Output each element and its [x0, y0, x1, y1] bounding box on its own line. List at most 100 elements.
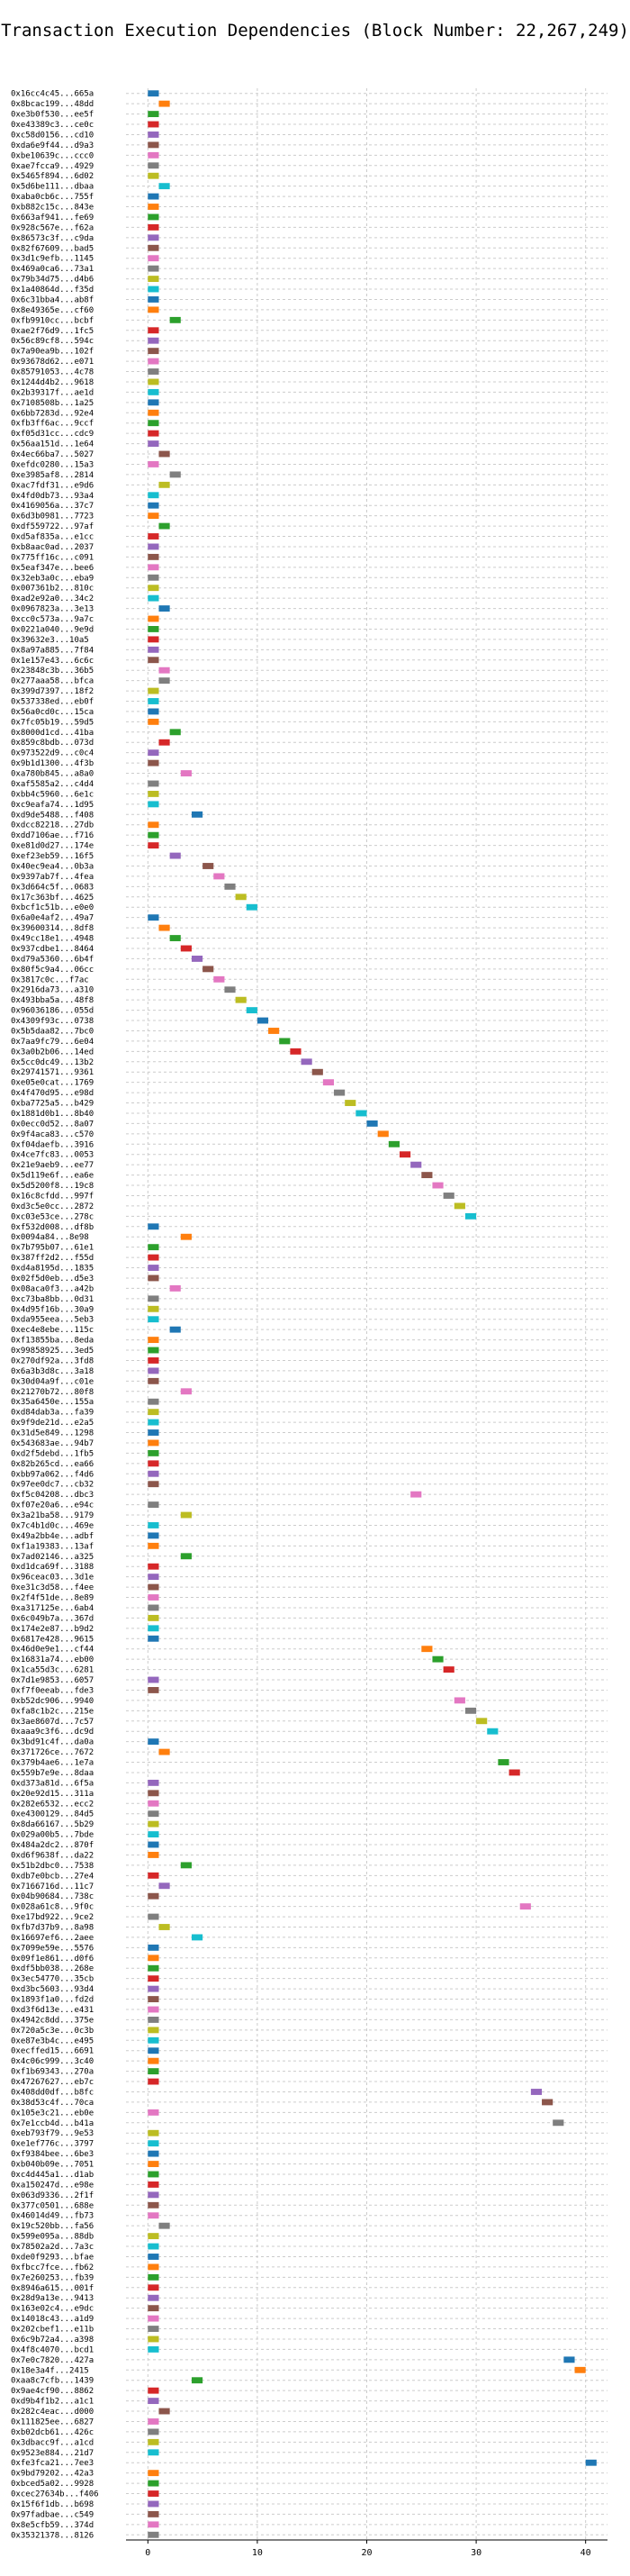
dependency-bar — [148, 132, 159, 138]
y-tick-label: 0x3d664c5f...0683 — [11, 883, 94, 892]
y-tick-label: 0x56a0cd0c...15ca — [11, 708, 94, 717]
dependency-bar — [454, 1202, 465, 1210]
y-tick-label: 0xf7f0eeab...fde3 — [11, 1686, 94, 1695]
dependency-bar — [563, 2356, 575, 2363]
dependency-bar — [148, 2201, 159, 2209]
dependency-bar — [148, 2017, 159, 2023]
y-tick-label: 0xd4a8195d...1835 — [11, 1265, 94, 1274]
y-tick-label: 0xe3985af8...2814 — [11, 471, 94, 480]
dependency-bar — [148, 2418, 159, 2425]
dependency-bar — [148, 1831, 159, 1837]
dependency-bar — [148, 1996, 159, 2002]
y-tick-label: 0x9523e884...21d7 — [11, 2449, 94, 2458]
y-tick-label: 0x4ec66ba7...5027 — [11, 450, 94, 459]
y-tick-label: 0x6c9b72a4...a398 — [11, 2336, 94, 2345]
dependency-bar — [148, 1337, 159, 1344]
dependency-bar — [148, 368, 159, 375]
dependency-bar — [169, 852, 181, 859]
y-tick-label: 0xb8aac0ad...2037 — [11, 543, 94, 552]
y-tick-label: 0x49a2bb4e...adbf — [11, 1532, 94, 1541]
dependency-bar — [158, 522, 170, 530]
y-tick-label: 0x371726ce...7672 — [11, 1748, 94, 1757]
dependency-bar — [148, 636, 159, 643]
dependency-bar — [148, 2345, 159, 2353]
dependency-bar — [158, 1924, 170, 1930]
y-tick-label: 0x39600314...8df8 — [11, 924, 94, 933]
dependency-bar — [148, 1841, 159, 1848]
dependency-bar — [169, 471, 181, 478]
dependency-bar — [148, 1852, 159, 1858]
dependency-bar — [180, 1553, 192, 1560]
y-tick-label: 0xe4300129...84d5 — [11, 1810, 94, 1819]
y-tick-label: 0x35a6450e...155a — [11, 1398, 94, 1407]
dependency-bar — [148, 162, 159, 169]
y-tick-label: 0x720a5c3e...0c3b — [11, 2027, 94, 2036]
y-tick-label: 0xd9b4f1b2...a1c1 — [11, 2398, 94, 2407]
dependency-bar — [148, 2212, 159, 2219]
x-tick-label: 30 — [471, 2548, 482, 2558]
y-tick-label: 0xb040b09e...7051 — [11, 2161, 94, 2170]
dependency-bar — [148, 399, 159, 406]
dependency-bar — [158, 2222, 170, 2229]
x-tick-labels: 0 10 20 30 40 — [145, 2540, 591, 2558]
y-tick-label: 0xd3bc5603...93d4 — [11, 1985, 94, 1994]
y-tick-label: 0xbcf1c51b...e0e0 — [11, 903, 94, 912]
dependency-bar — [148, 2284, 159, 2291]
dependency-bar — [246, 903, 257, 911]
dependency-bar — [530, 2089, 543, 2095]
y-tick-label: 0x111825ee...6827 — [11, 2417, 94, 2426]
dependency-bar — [148, 1955, 159, 1962]
y-tick-label: 0xdf559722...97af — [11, 522, 94, 531]
y-tick-label: 0x5cc0dc49...13b2 — [11, 1058, 94, 1067]
y-tick-label: 0xe05e0cat...1769 — [11, 1079, 94, 1088]
dependency-bar — [148, 2500, 159, 2508]
dependency-bar — [148, 2150, 159, 2157]
dependency-bar — [148, 172, 159, 179]
dependency-bar — [148, 842, 159, 849]
dependency-bar — [148, 543, 159, 550]
dependency-bar — [148, 2078, 159, 2085]
dependency-bar — [148, 512, 159, 520]
dependency-bar — [148, 1316, 159, 1323]
y-tick-label: 0x78502a2d...7a3c — [11, 2243, 94, 2252]
y-tick-label: 0x663af941...fe69 — [11, 213, 94, 222]
y-tick-label: 0xc58d0156...cd10 — [11, 131, 94, 140]
y-tick-label: 0x4c06c999...3c40 — [11, 2057, 94, 2066]
dependency-bar — [148, 1398, 159, 1405]
dependency-bar — [148, 1439, 159, 1447]
dependency-bar — [585, 2459, 597, 2466]
dependency-bar — [148, 2398, 159, 2405]
dependency-bar — [345, 1100, 356, 1106]
y-tick-label: 0xaa8c7cfb...1439 — [11, 2377, 94, 2386]
dependency-bar — [148, 1419, 159, 1426]
dependency-bar — [388, 1140, 400, 1147]
dependency-bar — [148, 337, 159, 344]
dependency-bar — [148, 1265, 159, 1271]
dependency-bar — [148, 1913, 159, 1920]
dependency-bar — [148, 1810, 159, 1818]
dependency-bar — [148, 223, 159, 231]
dependency-bar — [148, 1522, 159, 1528]
dependency-bar — [148, 626, 159, 632]
dependency-bar — [148, 2387, 159, 2394]
y-tick-label: 0xeb793f79...9e53 — [11, 2129, 94, 2138]
dependency-bar — [148, 759, 159, 766]
dependency-bar — [148, 430, 159, 437]
dependency-bar — [148, 1470, 159, 1477]
y-tick-label: 0xa150247d...e98e — [11, 2181, 94, 2190]
dependency-bar — [148, 1274, 159, 1282]
dependency-bar — [180, 1233, 192, 1240]
dependency-bar — [148, 2243, 159, 2250]
dependency-bar — [148, 2181, 159, 2188]
dependency-bar — [148, 1409, 159, 1416]
dependency-bar — [148, 646, 159, 653]
y-tick-label: 0x387ff2d2...f55d — [11, 1254, 94, 1263]
y-tick-label: 0x7e260253...fb39 — [11, 2273, 94, 2282]
dependency-bar — [224, 986, 236, 993]
y-tick-label: 0xefdc0280...15a3 — [11, 460, 94, 469]
y-tick-label: 0xb882c15c...843e — [11, 204, 94, 213]
dependency-bar — [148, 1367, 159, 1374]
dependency-bar — [148, 1223, 159, 1230]
y-tick-label: 0x8bcac199...48dd — [11, 100, 94, 109]
